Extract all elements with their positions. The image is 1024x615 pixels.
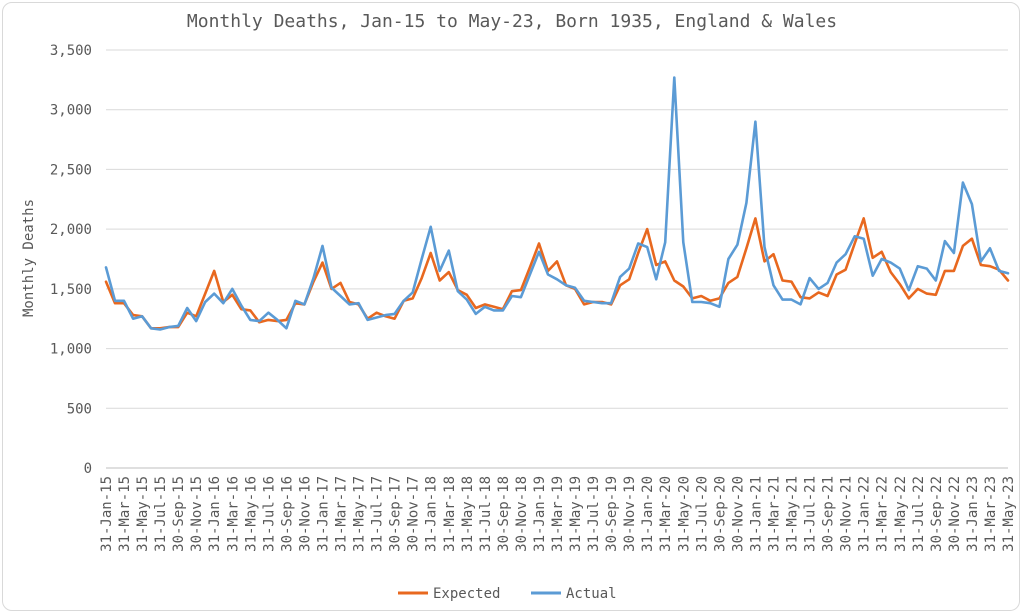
x-tick-label: 31-Jul-18 bbox=[478, 476, 494, 552]
x-tick-label: 31-Mar-16 bbox=[225, 476, 241, 552]
y-tick-label: 0 bbox=[84, 461, 92, 477]
x-tick-label: 31-Mar-21 bbox=[766, 476, 782, 552]
x-tick-label: 31-May-22 bbox=[893, 476, 909, 552]
y-axis-ticks: 0 500 1,000 1,500 2,000 2,500 3,000 3,500 bbox=[50, 43, 92, 477]
y-tick-label: 2,500 bbox=[50, 162, 92, 178]
x-tick-label: 30-Nov-20 bbox=[730, 476, 746, 552]
y-tick-label: 1,500 bbox=[50, 282, 92, 298]
x-tick-label: 31-May-16 bbox=[243, 476, 259, 552]
x-tick-label: 31-May-20 bbox=[676, 476, 692, 552]
x-tick-label: 31-Jan-20 bbox=[640, 476, 656, 552]
x-tick-label: 31-Jan-18 bbox=[424, 476, 440, 552]
x-tick-label: 31-Jul-15 bbox=[153, 476, 169, 552]
x-tick-label: 31-Jul-19 bbox=[586, 476, 602, 552]
x-tick-label: 30-Nov-16 bbox=[297, 476, 313, 552]
x-tick-label: 30-Sep-16 bbox=[279, 476, 295, 552]
x-tick-label: 31-May-19 bbox=[568, 476, 584, 552]
x-tick-label: 31-Jul-20 bbox=[694, 476, 710, 552]
x-tick-label: 30-Sep-18 bbox=[496, 476, 512, 552]
legend: Expected Actual bbox=[398, 586, 617, 602]
chart-title: Monthly Deaths, Jan-15 to May-23, Born 1… bbox=[187, 11, 837, 32]
gridlines bbox=[106, 49, 1008, 409]
x-tick-label: 30-Nov-18 bbox=[514, 476, 530, 552]
x-tick-label: 31-Jan-22 bbox=[857, 476, 873, 552]
x-tick-label: 31-Jan-16 bbox=[207, 476, 223, 552]
x-axis-ticks: 31-Jan-15 31-Mar-15 31-May-15 31-Jul-15 30-S… bbox=[99, 476, 1017, 552]
x-tick-label: 31-May-23 bbox=[1001, 476, 1017, 552]
x-tick-label: 31-May-15 bbox=[135, 476, 151, 552]
x-tick-label: 30-Sep-22 bbox=[929, 476, 945, 552]
x-tick-label: 30-Sep-19 bbox=[604, 476, 620, 552]
x-tick-label: 31-Mar-23 bbox=[983, 476, 999, 552]
x-tick-label: 31-Jul-21 bbox=[803, 476, 819, 552]
x-tick-label: 30-Sep-17 bbox=[388, 476, 404, 552]
x-tick-label: 31-Jan-23 bbox=[965, 476, 981, 552]
y-tick-label: 3,500 bbox=[50, 43, 92, 59]
x-tick-label: 30-Nov-15 bbox=[189, 476, 205, 552]
x-tick-label: 31-Mar-22 bbox=[875, 476, 891, 552]
x-tick-label: 30-Nov-22 bbox=[947, 476, 963, 552]
x-tick-label: 31-Jan-19 bbox=[532, 476, 548, 552]
series-line-expected bbox=[104, 217, 1010, 330]
x-tick-label: 31-Mar-18 bbox=[442, 476, 458, 552]
x-tick-label: 30-Nov-19 bbox=[622, 476, 638, 552]
legend-actual-label: Actual bbox=[566, 586, 617, 602]
y-tick-label: 500 bbox=[67, 401, 92, 417]
series-lines bbox=[104, 76, 1010, 331]
x-tick-label: 31-May-21 bbox=[785, 476, 801, 552]
x-tick-label: 30-Sep-20 bbox=[712, 476, 728, 552]
y-tick-label: 3,000 bbox=[50, 103, 92, 119]
x-tick-label: 31-Jul-22 bbox=[911, 476, 927, 552]
series-line-actual bbox=[104, 76, 1010, 331]
legend-expected-label: Expected bbox=[433, 586, 500, 602]
y-axis-label: Monthly Deaths bbox=[21, 199, 37, 317]
y-tick-label: 2,000 bbox=[50, 222, 92, 238]
x-tick-label: 30-Sep-15 bbox=[171, 476, 187, 552]
x-tick-label: 31-May-17 bbox=[352, 476, 368, 552]
x-tick-label: 30-Sep-21 bbox=[821, 476, 837, 552]
x-tick-label: 31-Mar-19 bbox=[550, 476, 566, 552]
x-tick-label: 31-Mar-15 bbox=[117, 476, 133, 552]
x-tick-label: 31-May-18 bbox=[460, 476, 476, 552]
x-tick-label: 31-Mar-20 bbox=[658, 476, 674, 552]
x-tick-label: 31-Jan-21 bbox=[748, 476, 764, 552]
x-tick-label: 31-Jul-16 bbox=[261, 476, 277, 552]
y-tick-label: 1,000 bbox=[50, 342, 92, 358]
x-tick-label: 31-Jan-15 bbox=[99, 476, 115, 552]
x-tick-label: 31-Mar-17 bbox=[334, 476, 350, 552]
x-tick-label: 30-Nov-21 bbox=[839, 476, 855, 552]
x-tick-label: 31-Jan-17 bbox=[315, 476, 331, 552]
x-tick-label: 31-Jul-17 bbox=[370, 476, 386, 552]
x-tick-label: 30-Nov-17 bbox=[406, 476, 422, 552]
